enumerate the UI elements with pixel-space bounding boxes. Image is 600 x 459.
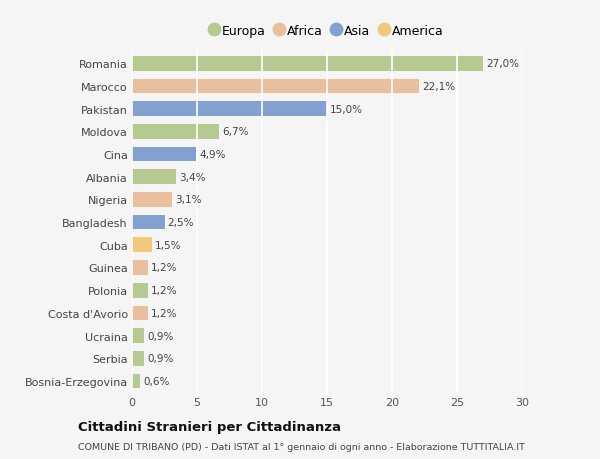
Text: 6,7%: 6,7%: [223, 127, 249, 137]
Bar: [132, 170, 176, 185]
Text: 3,4%: 3,4%: [179, 172, 206, 182]
Bar: [132, 283, 148, 298]
Text: 0,9%: 0,9%: [147, 353, 173, 364]
Text: 3,1%: 3,1%: [176, 195, 202, 205]
Text: Cittadini Stranieri per Cittadinanza: Cittadini Stranieri per Cittadinanza: [78, 420, 341, 433]
Text: 2,5%: 2,5%: [168, 218, 194, 228]
Text: COMUNE DI TRIBANO (PD) - Dati ISTAT al 1° gennaio di ogni anno - Elaborazione TU: COMUNE DI TRIBANO (PD) - Dati ISTAT al 1…: [78, 442, 525, 451]
Text: 15,0%: 15,0%: [330, 104, 363, 114]
Text: 0,9%: 0,9%: [147, 331, 173, 341]
Bar: [132, 125, 219, 140]
Bar: [132, 147, 196, 162]
Text: 1,2%: 1,2%: [151, 263, 178, 273]
Text: 1,2%: 1,2%: [151, 285, 178, 296]
Bar: [132, 374, 140, 388]
Bar: [132, 238, 151, 252]
Bar: [132, 351, 144, 366]
Bar: [132, 102, 327, 117]
Bar: [132, 261, 148, 275]
Bar: [132, 79, 419, 94]
Bar: [132, 306, 148, 320]
Bar: [132, 57, 483, 72]
Text: 1,5%: 1,5%: [155, 240, 181, 250]
Legend: Europa, Africa, Asia, America: Europa, Africa, Asia, America: [208, 22, 446, 40]
Text: 22,1%: 22,1%: [422, 82, 455, 92]
Text: 4,9%: 4,9%: [199, 150, 226, 160]
Text: 0,6%: 0,6%: [143, 376, 169, 386]
Bar: [132, 329, 144, 343]
Bar: [132, 193, 172, 207]
Text: 1,2%: 1,2%: [151, 308, 178, 318]
Text: 27,0%: 27,0%: [486, 59, 519, 69]
Bar: [132, 215, 164, 230]
